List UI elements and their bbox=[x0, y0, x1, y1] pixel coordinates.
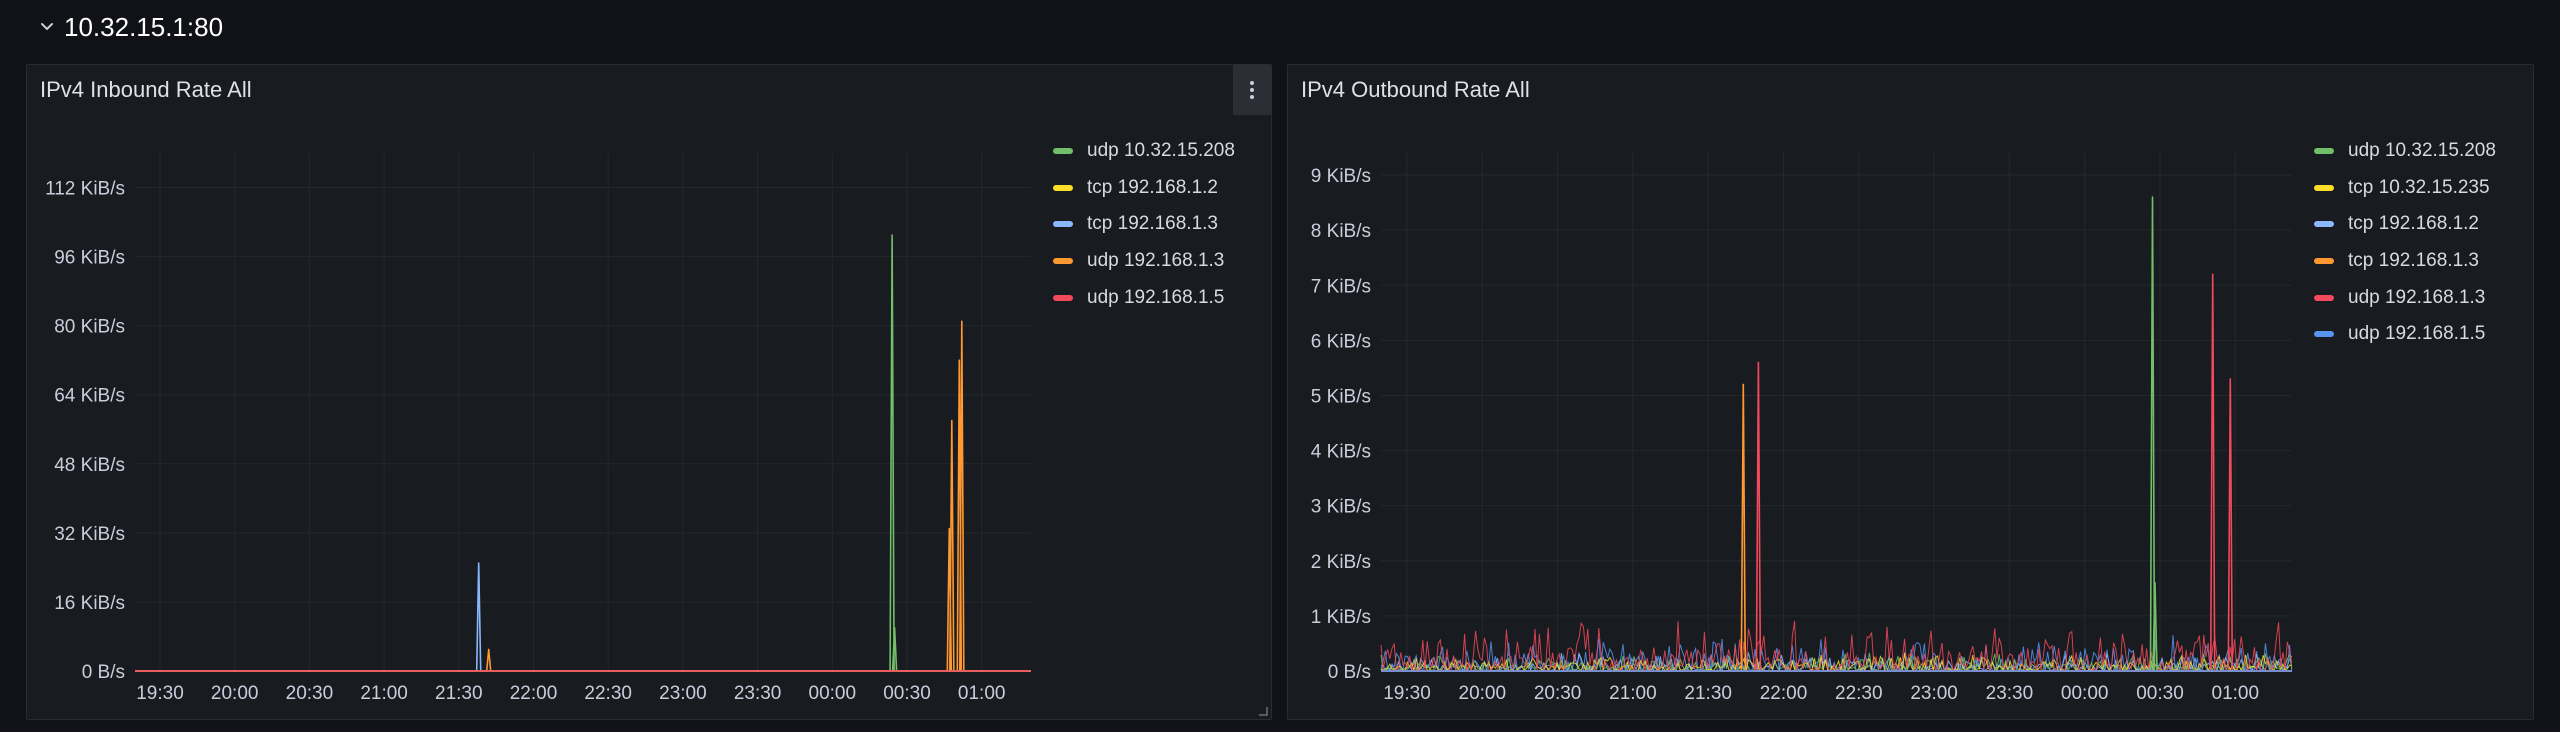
legend-swatch bbox=[2314, 331, 2334, 338]
x-tick-label: 01:00 bbox=[958, 683, 1006, 704]
row-title[interactable]: 10.32.15.1:80 bbox=[64, 11, 224, 42]
x-tick-label: 22:00 bbox=[510, 683, 558, 704]
legend-label: tcp 192.168.1.3 bbox=[1087, 213, 1218, 235]
legend-swatch bbox=[2314, 221, 2334, 228]
y-tick-label: 80 KiB/s bbox=[54, 317, 125, 338]
legend-label: udp 192.168.1.5 bbox=[2348, 323, 2486, 345]
legend-item[interactable]: udp 10.32.15.208 bbox=[2314, 133, 2496, 170]
y-tick-label: 9 KiB/s bbox=[1311, 166, 1371, 187]
more-vertical-icon bbox=[1250, 81, 1254, 99]
series-line bbox=[1381, 196, 2292, 672]
x-tick-label: 21:00 bbox=[360, 683, 408, 704]
series-line bbox=[1381, 273, 2292, 672]
x-tick-label: 23:30 bbox=[1986, 683, 2034, 704]
x-tick-label: 23:30 bbox=[734, 683, 782, 704]
inbound-rate-chart[interactable]: 0 B/s 16 KiB/s 32 KiB/s 48 KiB/s 64 KiB/s 80 … bbox=[27, 65, 1273, 721]
x-tick-label: 21:30 bbox=[435, 683, 483, 704]
series-line-noise bbox=[1380, 652, 2293, 673]
x-tick-label: 20:30 bbox=[286, 683, 334, 704]
panel-title: IPv4 Outbound Rate All bbox=[1301, 77, 1530, 102]
y-tick-label: 112 KiB/s bbox=[45, 179, 125, 200]
y-tick-label: 6 KiB/s bbox=[1311, 331, 1371, 352]
legend-swatch bbox=[2314, 258, 2334, 265]
x-tick-label: 00:30 bbox=[883, 683, 931, 704]
series-line bbox=[135, 234, 1031, 672]
legend-item[interactable]: udp 192.168.1.3 bbox=[2314, 279, 2496, 316]
inbound-rate-panel[interactable]: 0 B/s 16 KiB/s 32 KiB/s 48 KiB/s 64 KiB/s 80 … bbox=[26, 64, 1272, 720]
legend-swatch bbox=[2314, 294, 2334, 301]
y-tick-label: 5 KiB/s bbox=[1311, 386, 1371, 407]
legend-item[interactable]: tcp 192.168.1.3 bbox=[2314, 243, 2496, 280]
legend-swatch bbox=[2314, 184, 2334, 191]
legend-label: udp 10.32.15.208 bbox=[2348, 140, 2496, 162]
x-tick-label: 00:00 bbox=[2061, 683, 2109, 704]
x-tick-label: 23:00 bbox=[659, 683, 707, 704]
panel-menu-button[interactable] bbox=[1233, 65, 1271, 115]
legend-label: udp 192.168.1.3 bbox=[1087, 250, 1225, 272]
x-tick-label: 19:30 bbox=[1383, 683, 1431, 704]
chart-legend: udp 10.32.15.208 tcp 10.32.15.235 tcp 192.… bbox=[2314, 133, 2496, 353]
y-tick-label: 32 KiB/s bbox=[54, 524, 125, 545]
legend-label: udp 192.168.1.5 bbox=[1087, 286, 1225, 308]
legend-item[interactable]: udp 192.168.1.5 bbox=[1053, 279, 1235, 316]
x-tick-label: 22:00 bbox=[1760, 683, 1808, 704]
x-tick-label: 00:30 bbox=[2136, 683, 2184, 704]
legend-item[interactable]: udp 10.32.15.208 bbox=[1053, 133, 1235, 170]
chart-legend: udp 10.32.15.208 tcp 192.168.1.2 tcp 192.1… bbox=[1053, 133, 1235, 316]
resize-handle-icon[interactable] bbox=[1258, 706, 1268, 716]
legend-item[interactable]: udp 192.168.1.5 bbox=[2314, 316, 2496, 353]
legend-swatch bbox=[1053, 221, 1073, 228]
x-tick-label: 22:30 bbox=[1835, 683, 1883, 704]
x-tick-label: 20:00 bbox=[1459, 683, 1507, 704]
legend-swatch bbox=[1053, 184, 1073, 191]
legend-swatch bbox=[2314, 148, 2334, 155]
x-tick-label: 20:30 bbox=[1534, 683, 1582, 704]
y-tick-label: 0 B/s bbox=[1328, 662, 1371, 683]
x-tick-label: 00:00 bbox=[809, 683, 857, 704]
y-tick-label: 1 KiB/s bbox=[1311, 607, 1371, 628]
y-tick-label: 8 KiB/s bbox=[1311, 221, 1371, 242]
x-tick-label: 23:00 bbox=[1910, 683, 1958, 704]
y-tick-label: 4 KiB/s bbox=[1311, 442, 1371, 463]
y-tick-label: 16 KiB/s bbox=[54, 593, 125, 614]
row-header[interactable]: 10.32.15.1:80 bbox=[38, 10, 223, 44]
legend-label: udp 10.32.15.208 bbox=[1087, 140, 1235, 162]
y-tick-label: 64 KiB/s bbox=[54, 386, 125, 407]
x-tick-label: 21:00 bbox=[1609, 683, 1657, 704]
legend-label: udp 192.168.1.3 bbox=[2348, 286, 2486, 308]
legend-swatch bbox=[1053, 148, 1073, 155]
x-tick-label: 19:30 bbox=[136, 683, 184, 704]
x-tick-label: 20:00 bbox=[211, 683, 259, 704]
y-tick-label: 2 KiB/s bbox=[1311, 552, 1371, 573]
legend-item[interactable]: tcp 192.168.1.3 bbox=[1053, 206, 1235, 243]
legend-label: tcp 192.168.1.2 bbox=[1087, 176, 1218, 198]
series-line bbox=[135, 320, 1031, 672]
y-tick-label: 3 KiB/s bbox=[1311, 497, 1371, 518]
legend-item[interactable]: tcp 192.168.1.2 bbox=[1053, 170, 1235, 207]
legend-item[interactable]: tcp 10.32.15.235 bbox=[2314, 170, 2496, 207]
legend-swatch bbox=[1053, 294, 1073, 301]
x-tick-label: 22:30 bbox=[584, 683, 632, 704]
panel-title: IPv4 Inbound Rate All bbox=[40, 77, 252, 102]
legend-item[interactable]: udp 192.168.1.3 bbox=[1053, 243, 1235, 280]
outbound-rate-chart[interactable]: 0 B/s 1 KiB/s 2 KiB/s 3 KiB/s 4 KiB/s 5 KiB/s… bbox=[1288, 65, 2535, 721]
legend-label: tcp 10.32.15.235 bbox=[2348, 176, 2490, 198]
y-tick-label: 96 KiB/s bbox=[54, 248, 125, 269]
chevron-down-icon[interactable] bbox=[38, 18, 56, 36]
legend-label: tcp 192.168.1.2 bbox=[2348, 213, 2479, 235]
x-tick-label: 01:00 bbox=[2212, 683, 2260, 704]
x-tick-label: 21:30 bbox=[1684, 683, 1732, 704]
legend-label: tcp 192.168.1.3 bbox=[2348, 250, 2479, 272]
y-tick-label: 0 B/s bbox=[82, 662, 125, 683]
y-tick-label: 7 KiB/s bbox=[1311, 276, 1371, 297]
legend-swatch bbox=[1053, 258, 1073, 265]
outbound-rate-panel[interactable]: 0 B/s 1 KiB/s 2 KiB/s 3 KiB/s 4 KiB/s 5 KiB/s… bbox=[1287, 64, 2534, 720]
legend-item[interactable]: tcp 192.168.1.2 bbox=[2314, 206, 2496, 243]
y-tick-label: 48 KiB/s bbox=[54, 455, 125, 476]
